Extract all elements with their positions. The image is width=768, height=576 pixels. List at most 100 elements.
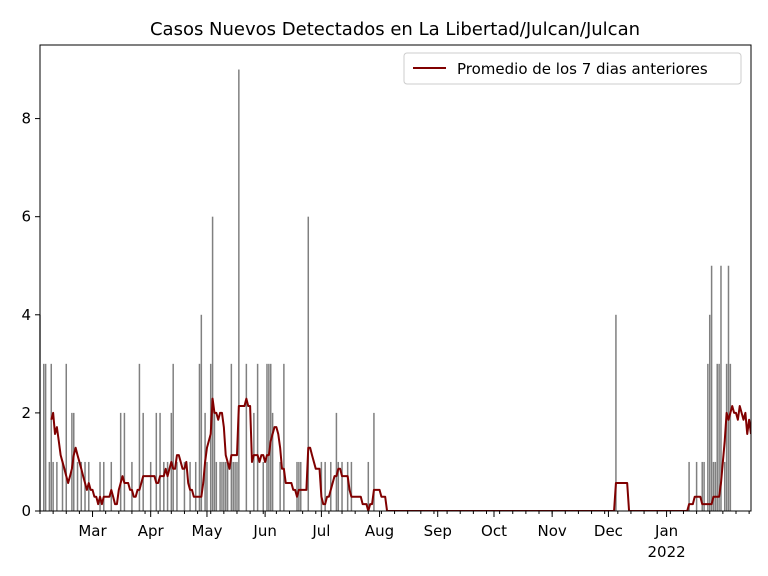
bar (183, 461, 186, 511)
bar (198, 363, 201, 511)
bar (43, 363, 45, 511)
x-tick-label: Jan (654, 522, 678, 540)
x-tick-label: Mar (78, 522, 107, 540)
bar (52, 461, 54, 511)
bar (703, 461, 705, 511)
bar (707, 363, 709, 511)
bar (149, 461, 152, 511)
bar (65, 363, 68, 511)
bar (119, 412, 122, 511)
bar (727, 265, 730, 511)
bar (708, 314, 711, 511)
bar (716, 363, 718, 511)
bar (367, 461, 370, 511)
bar (103, 461, 105, 511)
bar (50, 363, 53, 511)
bar (298, 461, 300, 511)
bar (194, 461, 197, 511)
bar (283, 363, 285, 511)
chart-title: Casos Nuevos Detectados en La Libertad/J… (150, 19, 640, 40)
bar (720, 265, 722, 511)
bar (714, 461, 717, 511)
bar (221, 461, 223, 511)
bar (234, 461, 236, 511)
bar (695, 461, 698, 511)
bar (615, 314, 617, 511)
bar (725, 363, 728, 511)
bar (159, 412, 161, 511)
bar (142, 412, 144, 511)
bar (256, 363, 259, 511)
x-tick-label: Jul (311, 522, 330, 540)
bar (110, 461, 113, 511)
x-tick-label: Jun (252, 522, 276, 540)
bar (701, 461, 703, 511)
y-tick-label: 8 (21, 110, 31, 128)
bar (155, 412, 158, 511)
y-axis: 0 2 4 6 8 (21, 110, 40, 520)
line-layer (50, 397, 751, 511)
bar (337, 461, 340, 511)
x-tick-label: Sep (424, 522, 452, 540)
x-axis: Mar Apr May Jun Jul Aug Sep Oct Nov Dec Jan 2022 (39, 511, 750, 561)
bar (172, 363, 174, 511)
bar (226, 461, 229, 511)
bar (300, 461, 302, 511)
y-tick-label: 6 (21, 208, 31, 226)
x-year-label: 2022 (647, 543, 685, 561)
bar (76, 461, 79, 511)
bar (213, 412, 216, 511)
bar (729, 363, 732, 511)
y-tick-label: 0 (21, 502, 31, 520)
axes-frame (39, 44, 752, 512)
bar (232, 461, 234, 511)
bar (163, 461, 165, 511)
x-tick-label: Oct (481, 522, 507, 540)
bar (335, 412, 338, 511)
legend-box (403, 52, 742, 85)
bar (236, 461, 238, 511)
bar (56, 461, 58, 511)
bar (262, 461, 264, 511)
bar (346, 461, 349, 511)
line-series-avg (50, 397, 751, 511)
bar (223, 461, 225, 511)
bar (230, 363, 233, 511)
bar (253, 412, 255, 511)
bar (166, 461, 169, 511)
bar (723, 461, 726, 511)
bar (712, 461, 715, 511)
bar (718, 363, 720, 511)
bar (48, 461, 51, 511)
bar (219, 461, 221, 511)
bar (271, 412, 274, 511)
bar (279, 461, 281, 511)
bar (245, 363, 248, 511)
bar (266, 363, 268, 511)
bar (206, 461, 208, 511)
bar (80, 461, 83, 511)
bar (61, 461, 64, 511)
x-tick-label: Dec (594, 522, 623, 540)
bar (341, 461, 343, 511)
x-tick-label: Aug (365, 522, 394, 540)
y-tick-label: 2 (21, 404, 31, 422)
y-tick-label: 4 (21, 306, 31, 324)
bar (138, 363, 141, 511)
bar (215, 461, 218, 511)
bar (238, 69, 240, 511)
bar (200, 314, 203, 511)
bar (99, 461, 101, 511)
bar (131, 461, 133, 511)
bar (176, 461, 178, 511)
x-tick-label: Nov (538, 522, 567, 540)
bar (324, 461, 326, 511)
bar (211, 216, 214, 511)
bar (44, 363, 47, 511)
bar (688, 461, 690, 511)
legend-label-line: Promedio de los 7 dias anteriores (457, 60, 708, 78)
bar (268, 363, 270, 511)
bar (123, 412, 126, 511)
